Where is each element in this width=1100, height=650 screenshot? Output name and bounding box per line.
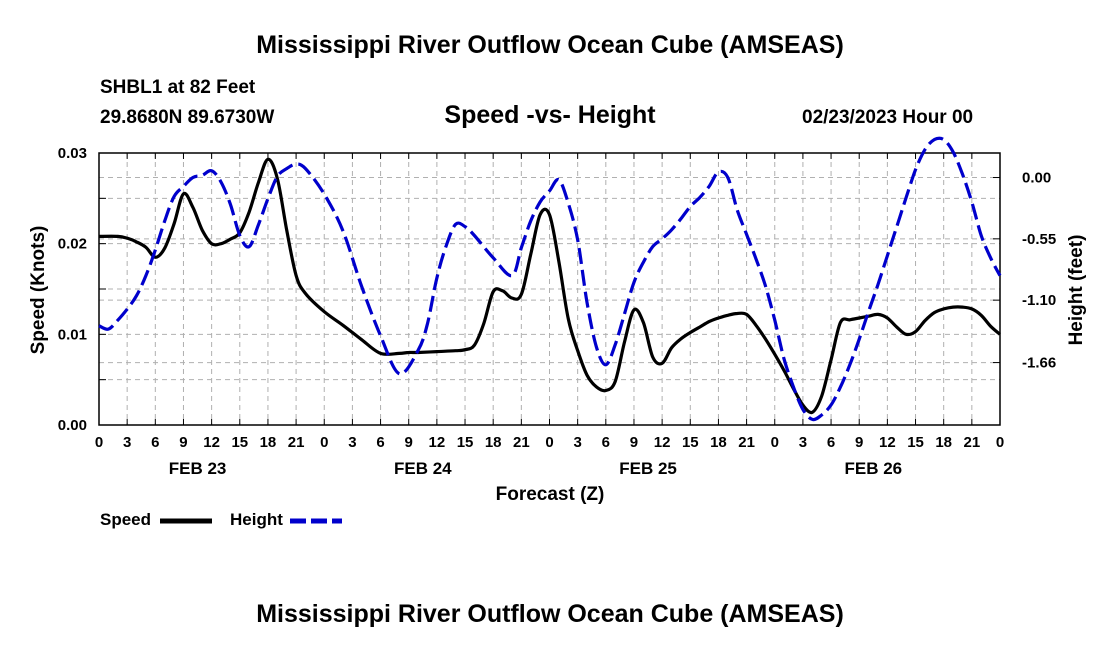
x-tick-label: 18 bbox=[710, 434, 727, 451]
y2-tick-label: -1.10 bbox=[1022, 292, 1056, 309]
x-tick-label: 18 bbox=[260, 434, 277, 451]
y2-tick-label: -0.55 bbox=[1022, 231, 1056, 248]
x-tick-label: 9 bbox=[855, 434, 863, 451]
legend-speed-label: Speed bbox=[100, 510, 151, 529]
x-tick-label: 15 bbox=[457, 434, 474, 451]
coordinates-label: 29.8680N 89.6730W bbox=[100, 107, 275, 128]
date-label: FEB 23 bbox=[169, 459, 227, 478]
main-title: Mississippi River Outflow Ocean Cube (AM… bbox=[256, 31, 844, 59]
series-height-line bbox=[98, 136, 1002, 422]
x-tick-label: 0 bbox=[545, 434, 553, 451]
x-tick-label: 0 bbox=[320, 434, 328, 451]
y-axis-label: Speed (Knots) bbox=[28, 226, 49, 355]
station-label: SHBL1 at 82 Feet bbox=[100, 77, 256, 98]
x-tick-label: 12 bbox=[879, 434, 896, 451]
y-tick-label: 0.03 bbox=[58, 145, 87, 162]
x-tick-label: 18 bbox=[485, 434, 502, 451]
x-tick-label: 0 bbox=[95, 434, 103, 451]
x-tick-label: 18 bbox=[935, 434, 952, 451]
x-tick-label: 15 bbox=[907, 434, 924, 451]
x-tick-label: 0 bbox=[996, 434, 1004, 451]
x-tick-label: 9 bbox=[179, 434, 187, 451]
x-tick-label: 12 bbox=[203, 434, 220, 451]
x-tick-label: 15 bbox=[682, 434, 699, 451]
x-tick-label: 15 bbox=[231, 434, 248, 451]
plot-frame bbox=[98, 152, 1001, 426]
date-label: FEB 24 bbox=[394, 459, 452, 478]
x-tick-label: 9 bbox=[405, 434, 413, 451]
x-tick-label: 3 bbox=[348, 434, 356, 451]
x-tick-label: 6 bbox=[151, 434, 159, 451]
series-speed-line bbox=[98, 157, 1002, 415]
date-label: FEB 26 bbox=[844, 459, 902, 478]
x-tick-label: 3 bbox=[573, 434, 581, 451]
axes: 0 3 6 9 12 15 18 21 0 3 6 9 12 15 18 21 0 3 6 9 12 15 18 21 0 3 6 9… bbox=[58, 145, 1056, 478]
x-axis-label: Forecast (Z) bbox=[496, 484, 605, 505]
forecast-datetime: 02/23/2023 Hour 00 bbox=[802, 107, 974, 128]
x-tick-label: 21 bbox=[964, 434, 981, 451]
y2-tick-label: 0.00 bbox=[1022, 170, 1051, 187]
x-tick-label: 21 bbox=[738, 434, 755, 451]
y-tick-label: 0.01 bbox=[58, 326, 87, 343]
x-tick-label: 3 bbox=[799, 434, 807, 451]
x-tick-label: 12 bbox=[429, 434, 446, 451]
legend: Speed Height bbox=[100, 510, 342, 529]
y2-tick-label: -1.66 bbox=[1022, 355, 1056, 372]
bottom-title: Mississippi River Outflow Ocean Cube (AM… bbox=[256, 600, 844, 628]
legend-height-label: Height bbox=[230, 510, 283, 529]
x-tick-label: 3 bbox=[123, 434, 131, 451]
x-tick-label: 0 bbox=[771, 434, 779, 451]
axis-labels: Forecast (Z) Speed (Knots) Height (feet) bbox=[28, 226, 1087, 505]
x-tick-label: 6 bbox=[827, 434, 835, 451]
x-tick-label: 12 bbox=[654, 434, 671, 451]
grid bbox=[99, 153, 1000, 425]
y-tick-label: 0.02 bbox=[58, 236, 87, 253]
y-tick-label: 0.00 bbox=[58, 417, 87, 434]
series bbox=[98, 136, 1002, 422]
x-tick-label: 21 bbox=[513, 434, 530, 451]
date-label: FEB 25 bbox=[619, 459, 677, 478]
x-tick-label: 6 bbox=[376, 434, 384, 451]
y2-axis-label: Height (feet) bbox=[1066, 235, 1087, 346]
x-tick-label: 6 bbox=[602, 434, 610, 451]
chart-subtitle: Speed -vs- Height bbox=[444, 101, 656, 129]
x-tick-label: 21 bbox=[288, 434, 305, 451]
x-tick-label: 9 bbox=[630, 434, 638, 451]
